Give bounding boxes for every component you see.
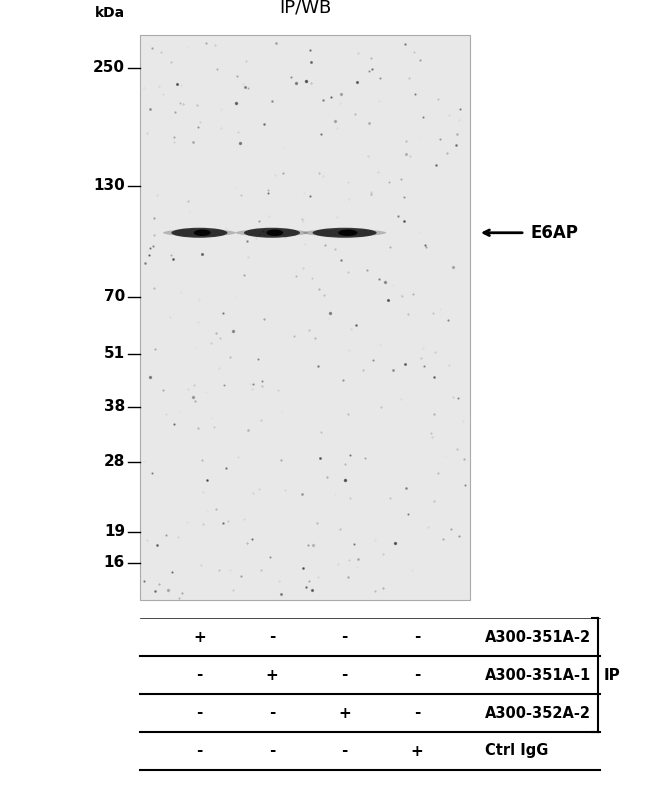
- Text: kDa: kDa: [95, 6, 125, 20]
- Text: -: -: [269, 629, 275, 645]
- Text: A300-351A-2: A300-351A-2: [485, 629, 591, 645]
- Text: -: -: [269, 705, 275, 721]
- Text: A300-351A-1: A300-351A-1: [485, 667, 592, 683]
- Text: 70: 70: [104, 290, 125, 304]
- Text: 38: 38: [104, 399, 125, 415]
- Ellipse shape: [194, 229, 211, 236]
- Ellipse shape: [338, 229, 358, 236]
- Ellipse shape: [172, 228, 227, 238]
- Ellipse shape: [266, 229, 283, 236]
- Text: +: +: [411, 743, 424, 759]
- Text: 19: 19: [104, 525, 125, 539]
- Text: +: +: [266, 667, 278, 683]
- Text: IP: IP: [604, 667, 621, 683]
- Text: -: -: [196, 743, 203, 759]
- Text: A300-352A-2: A300-352A-2: [485, 705, 591, 721]
- Text: Ctrl IgG: Ctrl IgG: [485, 743, 549, 759]
- Text: -: -: [414, 705, 421, 721]
- Text: -: -: [414, 667, 421, 683]
- Text: -: -: [196, 705, 203, 721]
- Ellipse shape: [244, 228, 300, 238]
- Text: -: -: [341, 743, 348, 759]
- Text: 130: 130: [93, 178, 125, 193]
- Text: -: -: [341, 667, 348, 683]
- Text: -: -: [414, 629, 421, 645]
- Text: +: +: [193, 629, 206, 645]
- Text: IP/WB: IP/WB: [279, 0, 331, 17]
- Text: -: -: [341, 629, 348, 645]
- Text: 16: 16: [104, 555, 125, 570]
- Text: -: -: [269, 743, 275, 759]
- Text: -: -: [196, 667, 203, 683]
- Ellipse shape: [163, 229, 236, 236]
- Bar: [140, 35, 470, 600]
- Text: E6AP: E6AP: [530, 224, 578, 242]
- Text: 51: 51: [104, 346, 125, 362]
- Text: +: +: [338, 705, 351, 721]
- Ellipse shape: [235, 229, 308, 236]
- Text: 250: 250: [93, 61, 125, 75]
- Ellipse shape: [303, 229, 386, 236]
- Ellipse shape: [313, 228, 376, 238]
- Text: 28: 28: [103, 454, 125, 470]
